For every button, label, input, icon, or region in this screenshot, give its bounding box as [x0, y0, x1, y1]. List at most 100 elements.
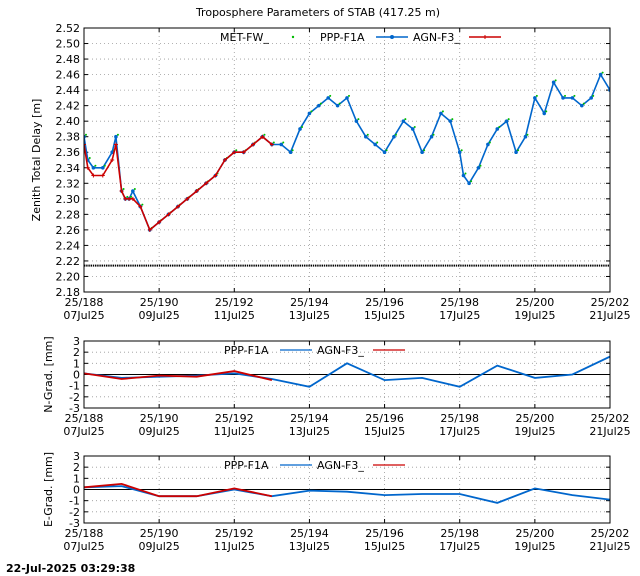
- x-tick-label-doy: 25/192: [215, 296, 254, 309]
- met-fw-point: [530, 264, 532, 267]
- ppp-f1a-point: [382, 150, 387, 155]
- met-fw-point: [235, 149, 238, 152]
- met-fw-point: [432, 133, 435, 136]
- met-fw-point: [339, 264, 341, 267]
- met-fw-point: [488, 264, 491, 267]
- met-fw-point: [338, 102, 341, 105]
- met-fw-point: [297, 264, 299, 267]
- ppp-f1a-point: [100, 165, 105, 170]
- met-fw-point: [539, 264, 541, 267]
- met-fw-point: [350, 264, 352, 267]
- met-fw-point: [449, 264, 451, 267]
- x-tick-label-doy: 25/192: [215, 412, 254, 425]
- legend-label: MET-FW_: [220, 31, 269, 44]
- met-fw-point: [345, 264, 348, 267]
- met-fw-point: [178, 264, 180, 267]
- met-fw-point: [156, 264, 158, 267]
- met-fw-point: [238, 264, 240, 267]
- plot-frame: [83, 455, 611, 524]
- met-fw-point: [385, 264, 387, 267]
- met-fw-point: [526, 133, 529, 136]
- met-fw-point: [209, 264, 211, 267]
- agn-f3-point: [185, 196, 190, 201]
- x-tick-label-date: 11Jul25: [214, 540, 255, 553]
- met-fw-point: [220, 264, 222, 267]
- met-fw-point: [125, 264, 128, 267]
- met-fw-point: [242, 264, 244, 267]
- met-fw-point: [611, 87, 613, 89]
- x-tick-label-date: 17Jul25: [439, 540, 480, 553]
- met-fw-point: [255, 264, 257, 267]
- met-fw-point: [139, 264, 141, 267]
- met-fw-point: [249, 264, 251, 267]
- met-fw-point: [97, 264, 99, 267]
- met-fw-point: [133, 188, 136, 191]
- met-fw-point: [442, 264, 444, 267]
- met-fw-point: [126, 195, 129, 198]
- met-fw-point: [583, 264, 585, 267]
- met-fw-point: [92, 264, 95, 267]
- met-fw-point: [455, 264, 458, 267]
- legend-label: PPP-F1A: [224, 344, 269, 357]
- met-fw-point: [295, 264, 297, 267]
- y-tick-label: 2.26: [56, 224, 81, 237]
- y-tick-label: 0: [73, 484, 80, 497]
- agn-f3-point: [251, 142, 256, 147]
- agn-f3-point: [147, 227, 152, 232]
- met-fw-point: [495, 264, 497, 267]
- x-tick-label-doy: 25/194: [290, 296, 329, 309]
- ppp-f1a-point: [91, 165, 96, 170]
- ppp-f1a-point: [495, 127, 500, 131]
- met-fw-point: [376, 141, 379, 144]
- y-tick-label: -2: [69, 391, 80, 404]
- met-fw-point: [224, 264, 227, 267]
- met-fw-point: [515, 264, 517, 267]
- met-fw-point: [321, 264, 323, 267]
- met-fw-point: [110, 264, 112, 267]
- met-fw-point: [268, 264, 271, 267]
- met-fw-point: [308, 264, 310, 267]
- met-fw-point: [387, 264, 389, 267]
- ppp-f1a-point: [504, 119, 509, 123]
- ppp-f1a-point: [448, 119, 453, 123]
- met-fw-point: [315, 264, 317, 267]
- agn-f3-point: [213, 173, 218, 178]
- met-fw-point: [573, 94, 576, 97]
- met-fw-point: [103, 164, 106, 167]
- legend-label: PPP-F1A: [224, 459, 269, 472]
- ppp-f1a-point: [288, 150, 293, 155]
- met-fw-point: [108, 264, 110, 267]
- x-tick-label-doy: 25/200: [516, 296, 555, 309]
- x-tick-label-date: 13Jul25: [289, 309, 330, 322]
- met-fw-point: [370, 264, 372, 267]
- met-fw-point: [473, 264, 475, 267]
- met-fw-point: [582, 102, 585, 105]
- x-tick-label-date: 09Jul25: [139, 309, 180, 322]
- met-fw-point: [275, 264, 277, 267]
- met-fw-point: [466, 264, 469, 267]
- met-fw-point: [187, 264, 189, 267]
- y-tick-label: -2: [69, 506, 80, 519]
- figure-title: Troposphere Parameters of STAB (417.25 m…: [195, 6, 440, 19]
- met-fw-point: [271, 264, 273, 267]
- ppp-f1a-point: [345, 96, 349, 100]
- ppp-f1a-line: [84, 485, 610, 504]
- met-fw-point: [574, 264, 576, 267]
- met-fw-point: [376, 264, 378, 267]
- ppp-f1a-point: [514, 150, 518, 155]
- agn-f3-point: [175, 204, 180, 209]
- met-fw-point: [332, 264, 334, 267]
- met-fw-point: [141, 203, 144, 206]
- met-fw-point: [409, 264, 411, 267]
- y-tick-label: 2.46: [56, 69, 81, 82]
- ppp-f1a-point: [561, 96, 565, 100]
- agn-f3-point: [204, 181, 209, 186]
- met-fw-point: [453, 264, 455, 267]
- x-tick-label-doy: 25/190: [140, 412, 179, 425]
- met-fw-point: [359, 264, 361, 267]
- met-fw-point: [504, 264, 506, 267]
- ppp-f1a-point: [598, 72, 603, 77]
- met-fw-point: [88, 264, 90, 267]
- met-fw-point: [486, 264, 488, 267]
- ppp-f1a-point: [570, 96, 575, 100]
